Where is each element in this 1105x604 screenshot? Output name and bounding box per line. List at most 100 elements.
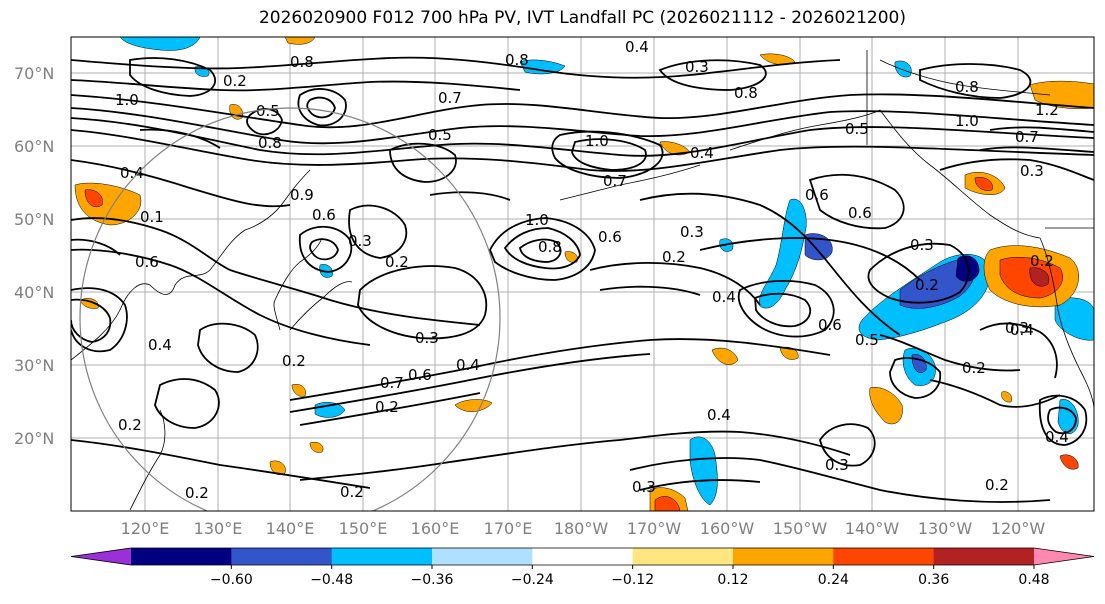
positive-anomaly-patch (1059, 454, 1079, 470)
contour-label: 0.3 (1020, 162, 1044, 180)
contour-label: 0.2 (340, 483, 364, 501)
map-frame (70, 36, 1095, 512)
contour-label: 0.4 (625, 38, 649, 56)
graticule (71, 37, 1094, 511)
map-plot-area: 0.8 0.4 0.3 1.0 0.8 1.2 1.0 0.7 0.8 1.0 … (71, 37, 1094, 511)
colorbar-swatch (432, 548, 533, 565)
contour-label: 0.8 (290, 53, 314, 71)
contour-label: 0.6 (805, 186, 829, 204)
positive-anomaly-patch (974, 177, 993, 191)
contour-label: 0.6 (848, 204, 872, 222)
contour-label: 0.2 (118, 416, 142, 434)
contour-label: 0.2 (962, 359, 986, 377)
contour-label: 0.6 (135, 253, 159, 271)
contour-label: 0.9 (290, 186, 314, 204)
contour-label: 0.1 (140, 208, 164, 226)
contour-label: 0.6 (312, 206, 336, 224)
contour-label: 0.4 (712, 288, 736, 306)
contour-label: 0.4 (456, 356, 480, 374)
lat-label: 20°N (14, 429, 54, 448)
colorbar-label: −0.36 (411, 572, 454, 588)
colorbar-swatch (733, 548, 834, 565)
colorbar-swatch (632, 548, 734, 565)
contour-label: 0.7 (438, 89, 462, 107)
contour-label: 0.5 (428, 126, 452, 144)
contour-label: 0.6 (598, 228, 622, 246)
colorbar-swatch (231, 548, 333, 565)
contour-label: 0.8 (505, 51, 529, 69)
colorbar-swatch (833, 548, 935, 565)
contour-label: 0.3 (632, 478, 656, 496)
contour-label: 1.0 (955, 112, 979, 130)
lat-label: 60°N (14, 137, 54, 156)
lat-label: 30°N (14, 356, 54, 375)
contour-label: 0.4 (707, 406, 731, 424)
negative-anomaly-patch (894, 60, 912, 78)
contour-label: 0.7 (380, 374, 404, 392)
contour-label: 0.4 (1010, 321, 1034, 339)
colorbar-label: 0.48 (1018, 572, 1049, 588)
positive-anomaly-patch (779, 346, 799, 360)
colorbar-swatch (71, 548, 131, 565)
coastlines (71, 50, 1094, 511)
contour-label: 0.4 (120, 164, 144, 182)
contour-label: 0.3 (910, 236, 934, 254)
contour-label: 0.2 (282, 352, 306, 370)
contour-label: 0.2 (662, 248, 686, 266)
positive-anomaly-patch (269, 460, 286, 476)
contour-label: 1.2 (1035, 101, 1059, 119)
positive-anomaly-patch (1001, 391, 1012, 403)
contour-label: 1.0 (115, 91, 139, 109)
lon-label: 130°E (194, 519, 243, 538)
contour-label: 0.2 (985, 476, 1009, 494)
contour-label: 0.3 (1005, 319, 1029, 337)
colorbar-swatch (1034, 548, 1094, 565)
contour-label: 0.6 (408, 366, 432, 384)
contour-label: 0.2 (385, 253, 409, 271)
negative-anomaly-patch (689, 436, 718, 506)
colorbar-swatch (331, 548, 433, 565)
contour-label: 0.5 (855, 331, 879, 349)
positive-anomaly-patch (654, 496, 681, 511)
contour-label: 0.2 (915, 276, 939, 294)
contour-label: 0.5 (256, 102, 280, 120)
contour-label: 0.7 (1015, 128, 1039, 146)
contour-labels: 0.8 0.4 0.3 1.0 0.8 1.2 1.0 0.7 0.8 1.0 … (115, 38, 1069, 502)
contour-label: 0.2 (375, 398, 399, 416)
colorbar-label: −0.48 (310, 572, 353, 588)
contour-label: 0.2 (1030, 252, 1054, 270)
contour-label: 0.4 (690, 144, 714, 162)
colorbar-label: −0.12 (611, 572, 654, 588)
colorbar-swatch (532, 548, 634, 565)
lat-label: 50°N (14, 210, 54, 229)
range-ring (79, 107, 501, 511)
ivt-pc-shading (74, 37, 1094, 511)
colorbar-swatch (131, 548, 232, 565)
contour-label: 0.3 (685, 58, 709, 76)
colorbar-swatch (933, 548, 1035, 565)
contour-label: 0.8 (734, 84, 758, 102)
negative-anomaly-patch (119, 37, 201, 51)
lon-label: 120°W (991, 519, 1046, 538)
contour-label: 0.8 (955, 78, 979, 96)
contour-label: 0.8 (258, 134, 282, 152)
colorbar-label: 0.36 (918, 572, 949, 588)
colorbar: −0.60 −0.48 −0.36 −0.24 −0.12 0.12 0.24 0.36 0.4… (70, 547, 1095, 588)
negative-anomaly-patch (1054, 297, 1094, 341)
contour-label: 0.4 (148, 336, 172, 354)
colorbar-outline (70, 547, 1095, 566)
contour-label: 0.2 (223, 72, 247, 90)
contour-label: 0.5 (845, 120, 869, 138)
colorbar-label: −0.60 (210, 572, 253, 588)
contour-label: 0.3 (415, 329, 439, 347)
contour-label: 0.7 (603, 172, 627, 190)
lon-label: 140°W (845, 519, 900, 538)
lon-label: 170°E (484, 519, 533, 538)
colorbar-label: −0.24 (511, 572, 554, 588)
negative-anomaly-patch (519, 59, 566, 75)
contour-label: 0.8 (538, 238, 562, 256)
lat-label: 40°N (14, 283, 54, 302)
lon-label: 150°W (773, 519, 828, 538)
lon-label: 140°E (266, 519, 315, 538)
